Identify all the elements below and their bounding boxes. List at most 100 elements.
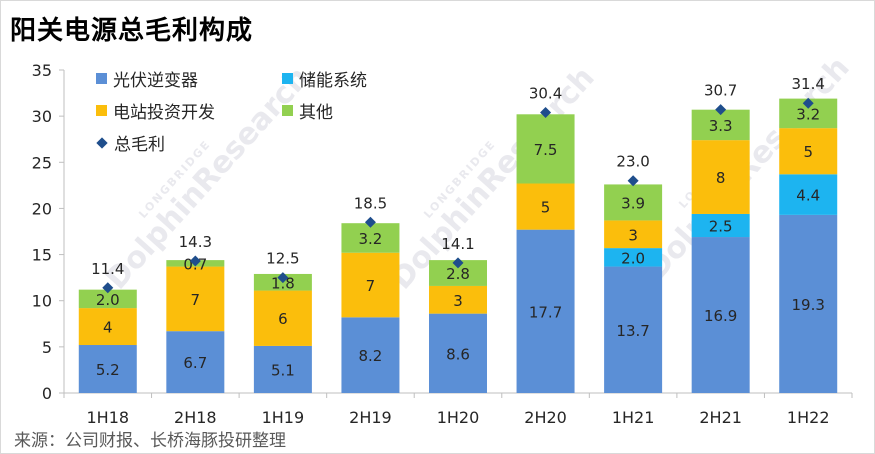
legend-label-total: 总毛利 bbox=[114, 135, 165, 155]
bar-value-label: 2.0 bbox=[96, 291, 120, 309]
total-value-label: 23.0 bbox=[616, 153, 649, 171]
bar-segment-other bbox=[516, 114, 575, 184]
bar-segment-pv_inverter bbox=[604, 266, 663, 393]
bar-value-label: 5 bbox=[803, 143, 813, 161]
bar-value-label: 13.7 bbox=[616, 322, 649, 340]
y-tick-label: 30 bbox=[32, 107, 52, 126]
total-value-label: 31.4 bbox=[792, 75, 825, 93]
legend-label-power-station: 电站投资开发 bbox=[113, 103, 215, 123]
bar-segment-pv_inverter bbox=[779, 214, 838, 393]
legend-item-total: 总毛利 bbox=[96, 130, 165, 155]
bar-value-label: 17.7 bbox=[529, 303, 562, 321]
legend-swatch-power-station bbox=[96, 105, 107, 116]
bar-value-label: 3 bbox=[628, 226, 638, 244]
x-tick-label: 2H21 bbox=[699, 408, 742, 427]
bar-segment-power_station bbox=[253, 290, 312, 346]
x-tick-label: 1H19 bbox=[262, 408, 305, 427]
bar-value-label: 7 bbox=[191, 291, 201, 309]
y-tick-label: 0 bbox=[42, 384, 52, 403]
bar-value-label: 5.2 bbox=[96, 361, 120, 379]
bar-segment-power_station bbox=[516, 183, 575, 230]
bar-segment-pv_inverter bbox=[78, 345, 137, 393]
legend-swatch-other bbox=[282, 105, 293, 116]
bar-value-label: 16.9 bbox=[704, 307, 737, 325]
bar-segment-power_station bbox=[78, 308, 137, 346]
bar-segment-pv_inverter bbox=[341, 317, 400, 393]
bar-segment-other bbox=[78, 289, 137, 309]
bar-value-label: 8.2 bbox=[359, 347, 383, 365]
bar-segment-pv_inverter bbox=[166, 331, 225, 393]
bar-segment-other bbox=[604, 184, 663, 221]
bar-value-label: 5.1 bbox=[271, 361, 295, 379]
total-marker bbox=[364, 216, 376, 228]
total-marker bbox=[102, 282, 114, 294]
x-tick-label: 2H18 bbox=[174, 408, 217, 427]
bar-value-label: 7 bbox=[366, 277, 376, 295]
bar-segment-other bbox=[341, 223, 400, 253]
bar-segment-pv_inverter bbox=[516, 229, 575, 393]
legend-label-pv-inverter: 光伏逆变器 bbox=[113, 71, 198, 91]
bar-segment-pv_inverter bbox=[691, 237, 750, 393]
bar-value-label: 2.8 bbox=[446, 265, 470, 283]
total-marker bbox=[540, 106, 552, 118]
total-value-label: 30.7 bbox=[704, 82, 737, 100]
x-tick-label: 1H20 bbox=[437, 408, 480, 427]
chart-title: 阳关电源总毛利构成 bbox=[10, 16, 254, 46]
bar-value-label: 3.2 bbox=[359, 230, 383, 248]
bar-segment-power_station bbox=[604, 220, 663, 249]
legend-label-other: 其他 bbox=[299, 103, 333, 123]
total-marker bbox=[452, 257, 464, 269]
legend-marker-total bbox=[96, 136, 108, 149]
bar-value-label: 2.5 bbox=[709, 218, 733, 236]
bar-segment-power_station bbox=[691, 140, 750, 214]
legend-swatch-energy-storage bbox=[282, 73, 293, 84]
total-value-label: 14.1 bbox=[441, 235, 474, 253]
legend-swatch-pv-inverter bbox=[96, 73, 107, 84]
x-tick-label: 2H20 bbox=[524, 408, 567, 427]
x-tick-label: 1H21 bbox=[612, 408, 655, 427]
total-marker bbox=[627, 175, 639, 187]
bar-segment-energy_storage bbox=[604, 248, 663, 267]
legend-label-energy-storage: 储能系统 bbox=[299, 71, 367, 91]
bar-value-label: 3.2 bbox=[796, 105, 820, 123]
total-value-label: 11.4 bbox=[91, 260, 124, 278]
legend-item-power-station: 电站投资开发 bbox=[96, 98, 215, 123]
y-tick-label: 25 bbox=[32, 153, 52, 172]
total-marker bbox=[189, 255, 201, 267]
y-tick-label: 15 bbox=[32, 246, 52, 265]
y-tick-label: 10 bbox=[32, 292, 52, 311]
total-value-label: 30.4 bbox=[529, 84, 562, 102]
legend-item-other: 其他 bbox=[282, 98, 333, 123]
bar-value-label: 8 bbox=[716, 169, 726, 187]
bar-segment-energy_storage bbox=[779, 174, 838, 215]
bar-segment-power_station bbox=[341, 252, 400, 318]
bar-value-label: 2.0 bbox=[621, 249, 645, 267]
y-tick-label: 20 bbox=[32, 199, 52, 218]
bar-value-label: 5 bbox=[541, 199, 551, 217]
source-note: 来源：公司财报、长桥海豚投研整理 bbox=[14, 431, 286, 451]
x-tick-label: 2H19 bbox=[349, 408, 392, 427]
total-marker bbox=[802, 97, 814, 109]
total-value-label: 12.5 bbox=[266, 250, 299, 268]
bar-value-label: 7.5 bbox=[534, 141, 558, 159]
legend-item-pv-inverter: 光伏逆变器 bbox=[96, 66, 198, 91]
bar-value-label: 3.3 bbox=[709, 117, 733, 135]
bar-segment-power_station bbox=[429, 285, 487, 314]
bar-value-label: 6 bbox=[278, 310, 288, 328]
total-value-label: 18.5 bbox=[354, 194, 387, 212]
bar-value-label: 3 bbox=[453, 292, 463, 310]
y-tick-label: 5 bbox=[42, 338, 52, 357]
total-value-label: 14.3 bbox=[179, 233, 212, 251]
bar-segment-pv_inverter bbox=[429, 313, 487, 393]
legend-item-energy-storage: 储能系统 bbox=[282, 66, 367, 91]
x-tick-label: 1H22 bbox=[787, 408, 830, 427]
bar-value-label: 4.4 bbox=[796, 187, 820, 205]
bar-value-label: 19.3 bbox=[792, 296, 825, 314]
total-marker bbox=[715, 104, 727, 116]
total-marker bbox=[277, 272, 289, 284]
bar-value-label: 3.9 bbox=[621, 194, 645, 212]
bar-segment-energy_storage bbox=[691, 213, 750, 238]
bar-value-label: 4 bbox=[103, 319, 113, 337]
bar-segment-pv_inverter bbox=[253, 345, 312, 393]
